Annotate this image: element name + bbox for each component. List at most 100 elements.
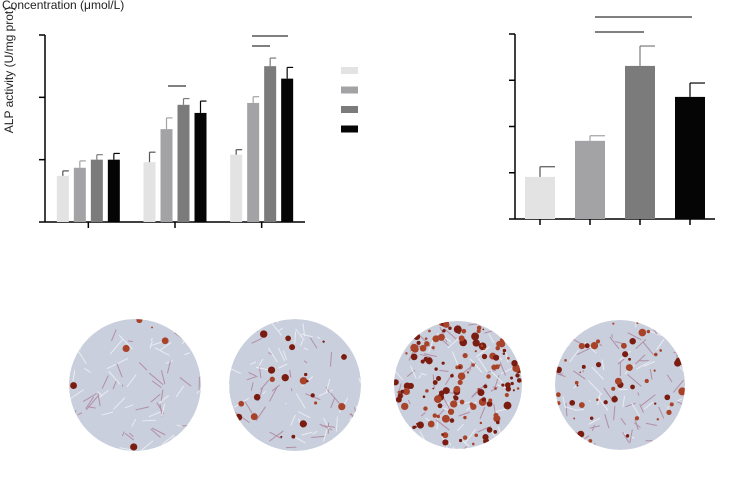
stain-dot: [402, 387, 411, 396]
fiber: [295, 328, 305, 341]
stain-dot: [419, 344, 427, 352]
stain-dot: [480, 344, 484, 347]
stain-dot: [474, 350, 477, 353]
stain-dot: [306, 379, 309, 383]
fiber: [564, 431, 580, 443]
error-bar: [689, 82, 705, 97]
fiber: [588, 417, 601, 425]
fiber: [643, 361, 655, 368]
fiber: [254, 321, 258, 332]
stain-dot: [424, 337, 428, 340]
fiber: [69, 319, 71, 320]
fiber: [599, 343, 603, 347]
stain-dot: [122, 344, 130, 353]
error-bar: [165, 117, 173, 130]
stain-dot: [630, 384, 635, 390]
stain-dot: [461, 328, 467, 334]
fiber: [642, 341, 654, 356]
bar: [107, 159, 120, 222]
stain-dot: [636, 321, 639, 325]
stain-dot: [458, 438, 463, 443]
fiber: [488, 333, 495, 344]
fiber: [142, 419, 156, 422]
stain-dot: [422, 395, 426, 398]
fiber: [420, 372, 427, 376]
stain-dot: [496, 341, 502, 347]
fiber: [159, 394, 170, 404]
fiber: [673, 333, 685, 340]
stain-dot: [625, 364, 633, 372]
stain-dot: [612, 322, 615, 325]
fiber: [494, 374, 500, 388]
stain-dot: [595, 339, 601, 344]
fiber: [240, 332, 248, 340]
stain-dot: [458, 335, 465, 342]
fiber: [589, 400, 591, 402]
stain-dot: [581, 364, 586, 369]
bar: [625, 65, 655, 219]
bar: [247, 102, 260, 222]
fiber: [184, 352, 191, 356]
error-bar: [539, 166, 555, 177]
stain-dot: [338, 403, 346, 411]
fiber: [179, 319, 191, 320]
fiber: [611, 334, 613, 338]
stain-dot: [482, 434, 489, 441]
fiber: [404, 428, 407, 435]
fiber: [69, 324, 75, 338]
stain-dot: [310, 393, 315, 398]
fiber: [443, 328, 457, 340]
stain-dot: [235, 413, 243, 421]
fiber: [295, 393, 306, 409]
error-bar: [79, 160, 86, 168]
stain-dot: [644, 378, 649, 384]
stain-dot: [622, 351, 629, 358]
fiber: [87, 406, 96, 409]
bar: [525, 176, 555, 219]
stain-dot: [493, 354, 500, 361]
stain-dot: [502, 352, 506, 355]
stain-dot: [253, 393, 261, 401]
stain-dot: [474, 433, 479, 438]
stain-dot: [555, 366, 562, 374]
fiber: [312, 430, 318, 435]
stain-dot: [442, 432, 449, 439]
fiber: [639, 403, 644, 413]
fiber: [112, 380, 117, 390]
stain-dot: [151, 326, 153, 329]
fiber: [148, 372, 164, 386]
stain-dot: [611, 386, 616, 391]
fiber: [435, 419, 450, 431]
fiber: [438, 409, 445, 417]
stain-dot: [441, 433, 444, 436]
bar: [90, 159, 103, 222]
stain-dot: [130, 443, 138, 451]
fiber: [490, 370, 505, 385]
stain-dot: [501, 383, 505, 387]
fiber: [556, 373, 566, 378]
stain-dot: [448, 326, 452, 331]
bar: [56, 175, 69, 222]
fiber: [269, 431, 282, 440]
fiber: [591, 424, 595, 432]
stain-dot: [481, 353, 488, 360]
fiber: [299, 339, 304, 347]
fiber: [451, 351, 459, 366]
fiber: [179, 377, 192, 387]
stain-dot: [449, 418, 455, 423]
stain-dot: [472, 339, 480, 347]
stain-dot: [510, 376, 514, 380]
fiber: [319, 446, 333, 451]
fiber: [395, 337, 407, 340]
fiber: [490, 386, 499, 392]
legend-swatch: [341, 86, 358, 94]
stain-dot: [462, 435, 468, 440]
fiber: [150, 428, 161, 438]
fiber: [666, 374, 673, 383]
stain-dot: [574, 380, 579, 385]
fiber: [627, 374, 642, 387]
stain-dot: [584, 343, 590, 349]
y-axis-label: ALP activity (U/mg prot): [2, 7, 16, 133]
stain-dot: [420, 359, 425, 364]
fiber: [618, 388, 628, 391]
